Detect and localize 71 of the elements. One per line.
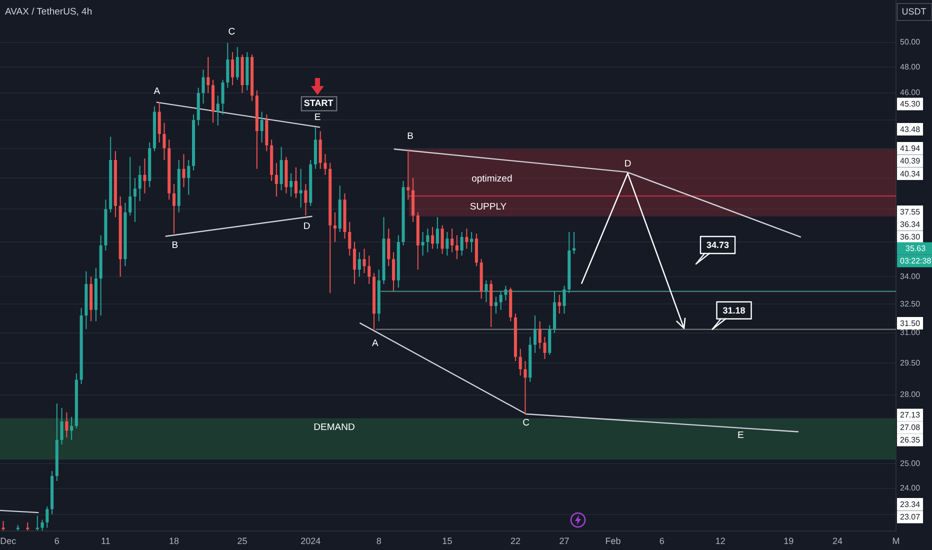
x-tick-label: 6 <box>54 536 60 546</box>
annotation: 31.18 <box>722 305 746 316</box>
x-tick-label: 19 <box>784 536 794 546</box>
y-tick-label: 32.50 <box>900 299 921 308</box>
text: 36.34 <box>900 220 921 230</box>
annotation: E <box>738 430 744 442</box>
candlestick <box>162 122 166 160</box>
annotation: A <box>372 338 380 349</box>
candlestick <box>26 522 30 530</box>
text: 36.30 <box>900 232 921 242</box>
text: 40.39 <box>900 156 921 166</box>
annotation: B <box>407 130 414 142</box>
y-tick-label: 34.00 <box>900 272 921 281</box>
text: 27.13 <box>900 410 921 420</box>
annotation: B <box>172 240 178 251</box>
x-tick-label: 24 <box>832 536 842 546</box>
x-tick-label: 15 <box>442 536 452 546</box>
candlestick <box>406 149 410 200</box>
x-tick-label: M <box>892 536 900 546</box>
annotation: A <box>154 86 161 97</box>
text: 23.34 <box>900 500 921 510</box>
annotation: 34.73 <box>706 240 730 250</box>
candlestick <box>182 154 186 188</box>
x-tick-label: 25 <box>237 536 248 546</box>
candlestick <box>421 232 424 256</box>
text: 35.63 <box>906 244 926 254</box>
text: 41.94 <box>900 144 921 154</box>
annotation: C <box>228 26 236 38</box>
y-tick-label: 50.00 <box>900 37 921 46</box>
annotation: optimized <box>472 174 512 185</box>
y-tick-label: 25.00 <box>900 458 921 468</box>
y-tick-label: 24.00 <box>900 484 921 493</box>
annotation: D <box>624 158 632 170</box>
annotation: E <box>314 112 321 123</box>
text: 26.35 <box>900 436 921 445</box>
x-tick-label: Feb <box>605 536 621 546</box>
x-tick-label: 27 <box>559 536 570 546</box>
candlestick <box>524 361 527 414</box>
annotation: START <box>304 98 334 108</box>
x-tick-label: 6 <box>659 536 664 546</box>
annotation: C <box>522 418 530 429</box>
y-tick-label: 28.00 <box>900 390 921 399</box>
text: 03:22:38 <box>900 256 932 266</box>
text: 27.08 <box>900 423 921 432</box>
y-tick-label: 29.50 <box>900 358 921 368</box>
x-tick-label: 12 <box>715 536 726 546</box>
candlestick <box>299 168 302 208</box>
text: 45.30 <box>900 100 921 109</box>
band-label: DEMAND <box>314 422 355 433</box>
y-tick-label: 46.00 <box>900 88 921 98</box>
text: 43.48 <box>900 125 921 134</box>
x-tick-label: Dec <box>0 536 17 546</box>
candlestick <box>36 516 39 530</box>
text: AVAX / TetherUS, 4h <box>5 6 92 18</box>
annotation: D <box>303 220 310 232</box>
text: 37.55 <box>900 207 921 216</box>
y-axis-title: USDT <box>902 6 927 16</box>
y-tick-label: 48.00 <box>900 62 921 72</box>
text: 31.50 <box>900 319 921 328</box>
text: 23.07 <box>900 512 921 522</box>
candlestick <box>362 248 366 274</box>
text: 40.34 <box>900 169 921 178</box>
annotation: SUPPLY <box>470 202 508 213</box>
x-tick-label: 2024 <box>300 536 321 546</box>
candlestick <box>2 521 5 530</box>
x-tick-label: 18 <box>168 536 180 546</box>
x-tick-label: 8 <box>376 536 382 546</box>
y-tick-label: 31.00 <box>900 328 921 338</box>
candlestick <box>572 232 576 254</box>
x-tick-label: 22 <box>510 536 520 546</box>
x-tick-label: 11 <box>101 536 110 546</box>
